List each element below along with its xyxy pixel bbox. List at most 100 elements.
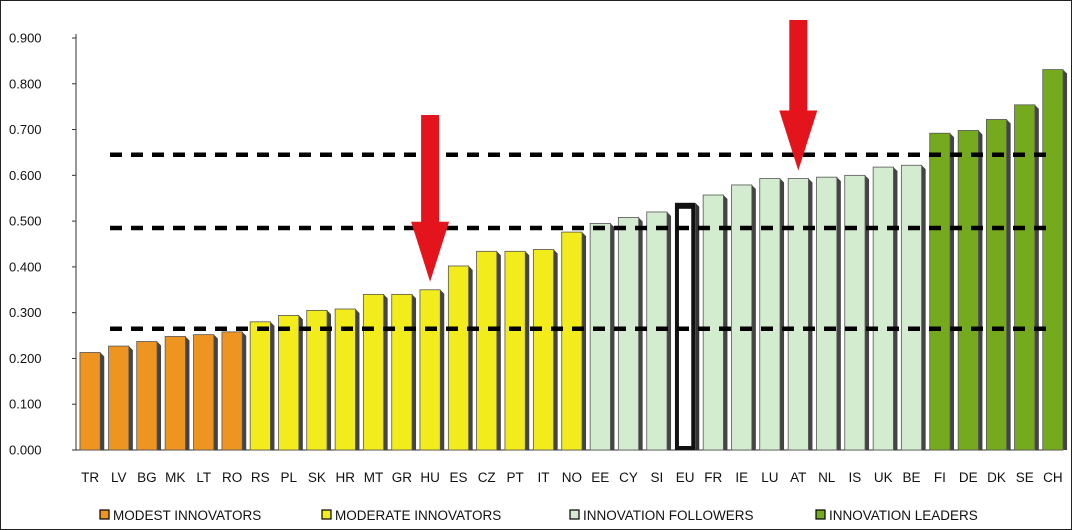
x-tick-label: BE — [902, 470, 920, 485]
bar — [164, 336, 186, 451]
bar-side — [440, 289, 445, 450]
bar-side — [242, 331, 247, 450]
x-tick-label: IT — [538, 470, 550, 485]
x-tick-label: GR — [392, 470, 413, 485]
bar-side — [638, 217, 643, 450]
x-tick-label: FI — [934, 470, 946, 485]
x-tick-label: HR — [336, 470, 356, 485]
x-tick-label: SI — [651, 470, 664, 485]
bar-side — [950, 133, 955, 450]
bar — [872, 166, 894, 451]
bar-side — [893, 167, 898, 451]
x-tick-label: IS — [849, 470, 862, 485]
bar — [193, 334, 215, 451]
bar — [391, 293, 413, 451]
y-tick-label: 0.000 — [9, 443, 42, 458]
y-tick-label: 0.200 — [9, 351, 42, 366]
bar — [362, 293, 385, 451]
x-tick-label: PL — [280, 470, 297, 485]
legend-swatch — [99, 509, 110, 520]
bar — [419, 289, 441, 451]
legend-swatch — [321, 509, 332, 520]
y-tick-label: 0.800 — [9, 76, 42, 91]
x-tick-label: ES — [449, 470, 467, 485]
arrow-marker — [411, 115, 450, 282]
legend-label: INNOVATION LEADERS — [829, 508, 978, 523]
bar — [306, 309, 328, 451]
bar — [532, 249, 555, 451]
x-tick-label: EU — [676, 470, 695, 485]
bar-side — [468, 265, 473, 450]
x-tick-label: CZ — [478, 470, 496, 485]
bar-side — [128, 346, 133, 450]
bar — [504, 250, 526, 451]
bar — [985, 119, 1008, 451]
bar — [221, 331, 243, 451]
bar-side — [667, 211, 672, 450]
bar — [334, 308, 356, 451]
x-tick-label: IE — [735, 470, 748, 485]
x-tick-label: LU — [761, 470, 778, 485]
bar-side — [723, 195, 728, 450]
legend-swatch — [815, 509, 826, 520]
bar — [476, 250, 498, 451]
bar — [447, 265, 470, 451]
bar-side — [610, 223, 615, 450]
bar — [108, 345, 130, 451]
bar — [787, 178, 809, 451]
y-tick-label: 0.600 — [9, 168, 42, 183]
x-tick-label: CY — [619, 470, 638, 485]
bar-side — [780, 178, 785, 450]
arrow-marker — [779, 20, 818, 171]
bar — [136, 341, 158, 451]
y-tick-label: 0.400 — [9, 259, 42, 274]
x-tick-label: NO — [562, 470, 582, 485]
bar — [702, 194, 724, 451]
y-tick-label: 0.900 — [9, 31, 42, 46]
bar-side — [355, 309, 360, 450]
y-tick-label: 0.500 — [9, 214, 42, 229]
x-tick-label: BG — [137, 470, 157, 485]
bar-side — [412, 294, 417, 450]
bar — [589, 222, 611, 451]
bar — [731, 184, 753, 451]
bar-side — [1034, 104, 1039, 450]
bar-side — [525, 251, 530, 450]
x-tick-label: UK — [874, 470, 893, 485]
x-tick-label: RS — [251, 470, 270, 485]
x-tick-label: EE — [591, 470, 609, 485]
bar-side — [751, 184, 756, 451]
x-tick-label: LV — [111, 470, 127, 485]
x-tick-label: PT — [506, 470, 523, 485]
bar — [617, 217, 640, 451]
x-tick-label: LT — [196, 470, 211, 485]
x-tick-label: AT — [790, 470, 806, 485]
x-tick-label: TR — [81, 470, 99, 485]
x-tick-label: DK — [987, 470, 1006, 485]
bar-side — [298, 315, 303, 450]
legend-swatch — [569, 509, 580, 520]
bar-side — [808, 178, 813, 450]
bar-side — [185, 336, 190, 450]
legend-label: INNOVATION FOLLOWERS — [583, 508, 754, 523]
bar-side — [1063, 69, 1068, 450]
bar-side — [553, 249, 558, 450]
bar — [929, 132, 951, 451]
bar-side — [1006, 119, 1011, 451]
bar — [816, 176, 838, 451]
x-tick-label: SE — [1016, 470, 1034, 485]
bar — [278, 315, 300, 451]
bar-side — [327, 310, 332, 450]
bar-side — [270, 321, 275, 450]
x-tick-label: FR — [704, 470, 722, 485]
bar-side — [978, 130, 983, 450]
y-tick-label: 0.100 — [9, 397, 42, 412]
bar — [646, 211, 668, 451]
bar-side — [695, 202, 700, 450]
y-tick-label: 0.300 — [9, 305, 42, 320]
bar-side — [921, 165, 926, 451]
x-tick-label: SK — [308, 470, 326, 485]
legend-label: MODERATE INNOVATORS — [335, 508, 501, 523]
bar — [759, 178, 781, 451]
